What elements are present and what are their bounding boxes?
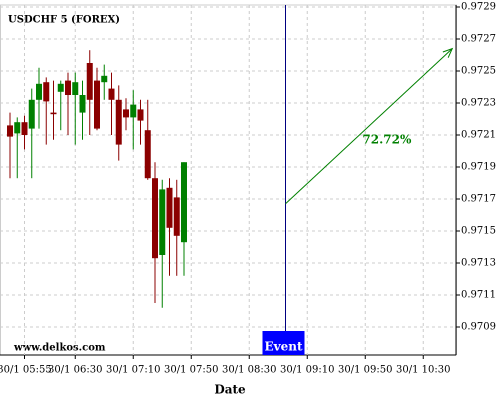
candle-body [50, 112, 57, 115]
x-tick-label: 30/1 08:30 [222, 365, 276, 376]
y-tick-label: 0.9713 [461, 258, 496, 269]
candle-body [21, 122, 28, 135]
candle-body [144, 130, 151, 179]
x-axis-label: Date [214, 383, 246, 397]
y-tick-label: 0.9711 [461, 290, 496, 301]
y-tick-label: 0.9715 [461, 226, 496, 237]
candle-body [137, 109, 144, 121]
y-tick-label: 0.9725 [461, 66, 496, 77]
candle-body [43, 82, 50, 102]
candle-body [14, 122, 21, 134]
candle-body [101, 75, 108, 83]
candle-body [72, 82, 79, 95]
chart-title: USDCHF 5 (FOREX) [8, 15, 120, 26]
x-tick-label: 30/1 07:50 [164, 365, 218, 376]
x-tick-label: 30/1 09:10 [280, 365, 334, 376]
y-tick-label: 0.9719 [461, 162, 496, 173]
watermark: www.delkos.com [13, 343, 106, 354]
candle-body [28, 99, 35, 129]
candle-body [159, 189, 166, 255]
candle-body [152, 178, 158, 259]
candle-body [123, 109, 129, 118]
candle-body [181, 162, 187, 243]
candle-body [36, 83, 42, 100]
event-label: Event [264, 340, 302, 354]
candle-body [130, 104, 137, 118]
x-tick-label: 30/1 06:30 [48, 365, 102, 376]
y-tick-label: 0.9709 [461, 322, 496, 333]
candle-body [115, 99, 122, 145]
candle-body [79, 95, 86, 113]
y-tick-label: 0.9721 [461, 130, 496, 141]
x-tick-label: 30/1 09:50 [338, 365, 392, 376]
candle-body [94, 80, 100, 129]
x-tick-label: 30/1 10:30 [396, 365, 450, 376]
y-tick-label: 0.9729 [461, 2, 496, 13]
y-tick-label: 0.9717 [461, 194, 496, 205]
candle-body [108, 88, 115, 100]
candle-body [65, 80, 71, 95]
forecast-arrow [285, 48, 453, 205]
candle-body [7, 125, 13, 137]
y-tick-label: 0.9723 [461, 98, 496, 109]
y-tick-label: 0.9727 [461, 34, 496, 45]
candle-body [86, 63, 93, 100]
candle-body [57, 83, 64, 92]
event-box [262, 331, 305, 355]
x-tick-label: 30/1 07:10 [106, 365, 160, 376]
plot-frame [0, 4, 457, 356]
x-tick-label: 30/1 05:55 [0, 365, 52, 376]
candle-body [166, 187, 173, 228]
arrow-head [442, 47, 454, 58]
forecast-label: 72.72% [362, 133, 412, 147]
candle-body [173, 197, 180, 236]
